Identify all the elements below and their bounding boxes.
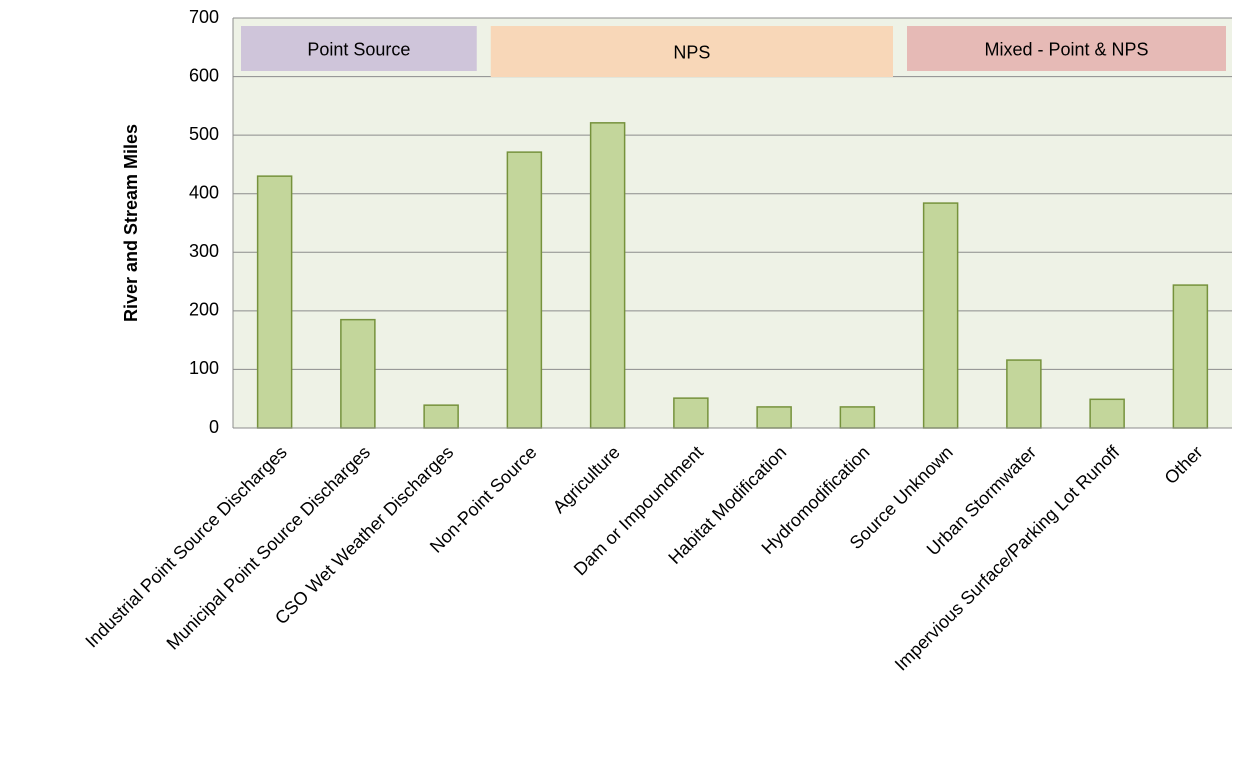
group-label: Mixed - Point & NPS: [984, 39, 1148, 59]
group-box: [490, 26, 893, 77]
y-tick-label: 200: [189, 300, 219, 320]
group-box: [907, 26, 1226, 71]
y-tick-label: 700: [189, 7, 219, 27]
bar: [756, 406, 792, 429]
y-tick-label: 600: [189, 65, 219, 85]
y-tick-label: 0: [209, 417, 219, 437]
group-label: Point Source: [307, 39, 410, 59]
x-tick-label: Agriculture: [549, 442, 624, 517]
y-tick-label: 100: [189, 358, 219, 378]
bar: [256, 175, 293, 429]
bar: [922, 202, 959, 429]
x-tick-label: Other: [1161, 442, 1207, 488]
group-box: [241, 26, 477, 71]
bar: [1172, 284, 1209, 429]
bar: [589, 122, 626, 429]
y-tick-label: 400: [189, 182, 219, 202]
bar: [423, 404, 459, 429]
y-axis-label: River and Stream Miles: [121, 124, 141, 322]
bar: [673, 397, 709, 429]
bar: [506, 151, 543, 429]
plot-area: [233, 18, 1232, 428]
y-tick-label: 500: [189, 124, 219, 144]
bar: [1089, 398, 1125, 429]
group-label: NPS: [673, 42, 710, 62]
bar: [1006, 359, 1042, 429]
y-tick-label: 300: [189, 241, 219, 261]
x-tick-label: CSO Wet Weather Discharges: [271, 442, 457, 628]
bar: [340, 318, 376, 429]
bar: [839, 406, 876, 429]
